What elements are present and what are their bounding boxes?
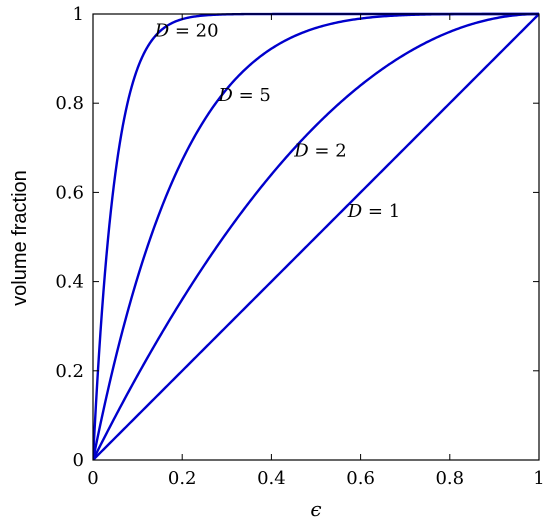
x-tick-label-3: 0.6 [346, 468, 375, 489]
y-tick-label-0: 0 [73, 450, 84, 471]
x-axis-title: ϵ [310, 497, 321, 521]
curve-label-3: D = 1 [347, 201, 400, 222]
y-tick-label-1: 0.2 [55, 361, 84, 382]
x-tick-label-1: 0.2 [168, 468, 197, 489]
plot-frame [92, 13, 540, 461]
x-tick-label-5: 1 [533, 468, 544, 489]
y-tick-label-5: 1 [73, 4, 84, 25]
plot-area: D = 20 D = 5 D = 2 D = 1 [93, 12, 539, 460]
axes: 0 0.2 0.4 0.6 0.8 1 0 0.2 0.4 0.6 0.8 1 [55, 4, 544, 489]
x-tick-label-2: 0.4 [257, 468, 286, 489]
y-tick-label-4: 0.8 [55, 93, 84, 114]
y-tick-label-3: 0.6 [55, 182, 84, 203]
curve-label-1: D = 5 [217, 85, 270, 106]
y-axis-title: volume fraction [9, 170, 31, 306]
x-tick-label-4: 0.8 [435, 468, 464, 489]
curve-label-2: D = 2 [293, 141, 346, 162]
x-tick-label-0: 0 [87, 468, 98, 489]
series-line-d1 [93, 13, 539, 460]
curve-label-0: D = 20 [154, 20, 219, 41]
y-tick-label-2: 0.4 [55, 272, 84, 293]
series-line-d2 [93, 12, 539, 460]
labels: volume fraction ϵ [9, 170, 322, 521]
